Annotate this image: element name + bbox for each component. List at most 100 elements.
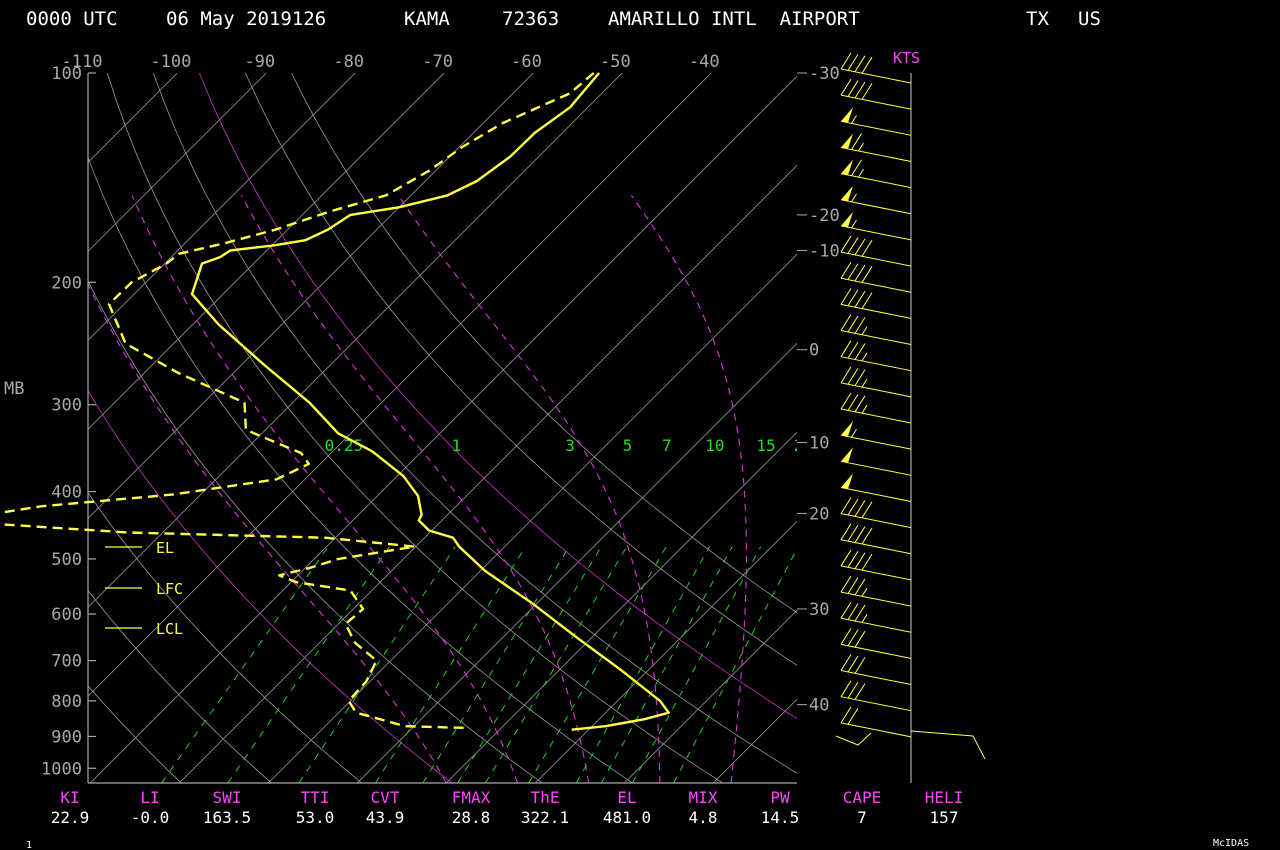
wind-barb-flag bbox=[861, 501, 873, 519]
isotherm-line bbox=[88, 73, 712, 697]
wind-barb-flag bbox=[854, 630, 866, 648]
header-station-name: AMARILLO INTL AIRPORT bbox=[608, 8, 860, 30]
wind-barb-pennant bbox=[841, 211, 853, 228]
temperature-tick-label: -70 bbox=[422, 52, 453, 72]
temperature-tick-label: -60 bbox=[511, 52, 542, 72]
wind-barb-flag bbox=[840, 497, 852, 514]
index-value: -0.0 bbox=[131, 808, 170, 827]
index-value: 481.0 bbox=[603, 808, 651, 827]
index-value: 53.0 bbox=[296, 808, 335, 827]
wind-barb-flag bbox=[854, 395, 866, 413]
isotherm-line bbox=[88, 73, 356, 341]
wind-barb-half-flag bbox=[861, 378, 868, 388]
isotherm-line bbox=[534, 520, 797, 783]
isotherm-line bbox=[802, 73, 1280, 783]
wind-barb-half-flag bbox=[861, 352, 868, 362]
temperature-tick-label: -90 bbox=[244, 52, 275, 72]
pressure-tick-label: 700 bbox=[51, 652, 82, 672]
wind-barb-flag bbox=[840, 235, 852, 253]
wind-barb-flag bbox=[840, 523, 852, 541]
wind-barb-pennant bbox=[841, 107, 853, 123]
mixing-ratio-line bbox=[298, 546, 456, 783]
mixing-ratio-line bbox=[575, 546, 711, 783]
wind-barb-flag bbox=[847, 80, 859, 97]
wind-barb-staff bbox=[840, 225, 912, 241]
wind-barb-staff bbox=[840, 670, 912, 686]
header-country: US bbox=[1078, 8, 1101, 30]
right-temperature-tick-label: 10 bbox=[809, 434, 829, 454]
parcel-level-label: LCL bbox=[156, 620, 183, 638]
wind-barb-staff bbox=[840, 486, 912, 502]
wind-barb-staff bbox=[840, 199, 912, 215]
pressure-tick-label: 500 bbox=[51, 550, 82, 570]
wind-barb-flag bbox=[854, 552, 866, 569]
moist-adiabats bbox=[88, 195, 747, 783]
wind-barb-flag bbox=[840, 314, 852, 331]
wind-barb-flag bbox=[854, 500, 866, 517]
mixing-ratio-label: 3 bbox=[565, 436, 575, 455]
pressure-tick-label: 300 bbox=[51, 396, 82, 416]
page-marker: 1 bbox=[26, 840, 32, 850]
temperature-tick-label: -80 bbox=[333, 52, 364, 72]
wind-barb-staff bbox=[840, 513, 912, 529]
isotherm-line bbox=[623, 609, 797, 783]
dry-adiabat-line bbox=[106, 73, 724, 783]
wind-barb-pennant bbox=[841, 447, 853, 463]
wind-barb-flag bbox=[847, 341, 859, 359]
wind-barb-staff bbox=[840, 460, 912, 476]
wind-barb-flag bbox=[854, 238, 866, 256]
wind-barb-staff bbox=[840, 277, 912, 293]
wind-barb-flag bbox=[840, 52, 852, 70]
wind-barb-flag bbox=[854, 317, 866, 334]
dry-adiabat-line bbox=[152, 73, 797, 774]
wind-barb-flag bbox=[847, 577, 859, 594]
wind-barb-flag bbox=[854, 343, 866, 360]
dry-adiabat-line bbox=[199, 73, 797, 720]
moist-adiabat-line bbox=[398, 195, 661, 783]
temperature-profile bbox=[190, 72, 670, 731]
index-name: KI bbox=[60, 788, 79, 807]
wind-barb-flag bbox=[840, 261, 852, 279]
plot-frame bbox=[87, 73, 912, 784]
wind-barb-staff bbox=[840, 120, 912, 136]
right-temperature-tick-label: -30 bbox=[809, 64, 840, 84]
wind-barb-flag bbox=[847, 54, 859, 71]
wind-unit-label: KTS bbox=[893, 49, 920, 67]
isotherm-line bbox=[88, 73, 89, 74]
mixing-ratio-label: 15 bbox=[756, 436, 775, 455]
index-name: ThE bbox=[531, 788, 560, 807]
wind-barb-flag bbox=[840, 392, 852, 410]
isotherm-line bbox=[178, 164, 797, 783]
isotherm-line bbox=[88, 73, 623, 608]
index-value: 22.9 bbox=[51, 808, 90, 827]
wind-barb-half-flag bbox=[851, 428, 857, 438]
pressure-tick-label: 400 bbox=[51, 483, 82, 503]
wind-barb-flag bbox=[854, 290, 866, 308]
wind-barb-flag bbox=[840, 366, 852, 384]
wind-barb-flag bbox=[840, 288, 852, 305]
wind-barb-flag bbox=[847, 263, 859, 280]
mixing-ratio-label: 0.25 bbox=[325, 436, 364, 455]
wind-barb-flag bbox=[840, 575, 852, 593]
pressure-tick-label: 200 bbox=[51, 273, 82, 293]
isotherm-lines bbox=[88, 73, 1280, 783]
parcel-level-label: EL bbox=[156, 539, 174, 557]
index-name: EL bbox=[617, 788, 636, 807]
wind-barb-flag bbox=[840, 340, 852, 357]
wind-barb-staff bbox=[840, 146, 912, 162]
wind-barb-staff bbox=[840, 722, 912, 738]
isotherm-line bbox=[712, 698, 797, 783]
dry-adiabat-line bbox=[88, 156, 633, 783]
wind-barb-flag bbox=[854, 657, 866, 674]
sounding-profiles bbox=[0, 72, 670, 731]
index-name: CAPE bbox=[843, 788, 882, 807]
wind-barb-flag bbox=[861, 56, 873, 74]
wind-barb-flag bbox=[854, 578, 866, 596]
index-value: 28.8 bbox=[452, 808, 491, 827]
wind-barb-flag bbox=[854, 526, 866, 543]
wind-barb-flag bbox=[854, 604, 866, 622]
wind-barb-staff bbox=[840, 408, 912, 424]
temperature-tick-label: -110 bbox=[62, 52, 103, 72]
wind-barb-flag bbox=[851, 133, 862, 150]
